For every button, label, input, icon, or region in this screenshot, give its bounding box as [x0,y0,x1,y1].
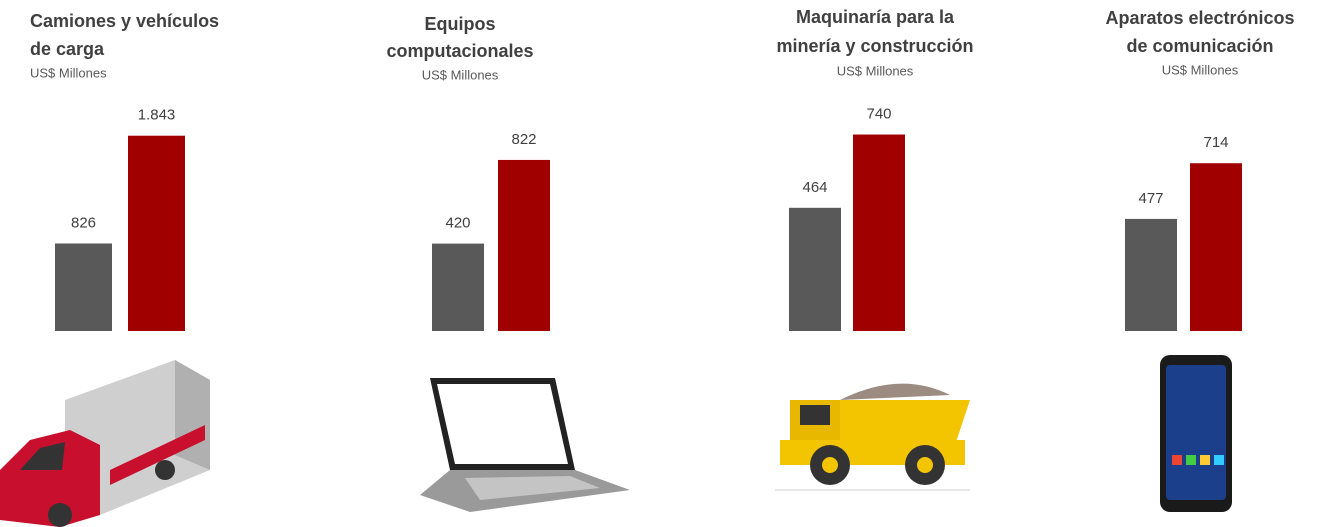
dump-truck-icon [775,384,970,490]
chart-title: Aparatos electrónicos [1105,8,1294,28]
bar [853,135,905,331]
chart-title: minería y construcción [776,36,973,56]
bar [432,244,484,331]
value-label: 420 [445,215,470,232]
infographic: Camiones y vehículos de carga US$ Millones… [0,0,1318,527]
chart-title: Camiones y vehículos [30,11,219,31]
value-label: 826 [71,214,96,231]
value-label: 822 [511,131,536,148]
bar [498,160,550,331]
laptop-icon [420,378,630,512]
chart-subtitle: US$ Millones [422,67,499,82]
bar [128,136,185,331]
chart-title: de carga [30,39,105,59]
value-label: 714 [1203,134,1228,151]
value-label: 740 [866,105,891,122]
chart-subtitle: US$ Millones [837,63,914,78]
phone-icon [1160,355,1232,512]
bar [1190,163,1242,331]
chart-title: Maquinaría para la [796,7,955,27]
chart-title: computacionales [386,41,533,61]
value-label: 1.843 [138,107,176,124]
bar [789,208,841,331]
chart-subtitle: US$ Millones [1162,62,1239,77]
value-label: 464 [802,179,827,196]
bar [55,243,112,331]
chart-title: de comunicación [1126,36,1273,56]
chart-subtitle: US$ Millones [30,65,107,80]
bar [1125,219,1177,331]
truck-icon [0,360,210,527]
value-label: 477 [1138,190,1163,207]
chart-title: Equipos [425,14,496,34]
